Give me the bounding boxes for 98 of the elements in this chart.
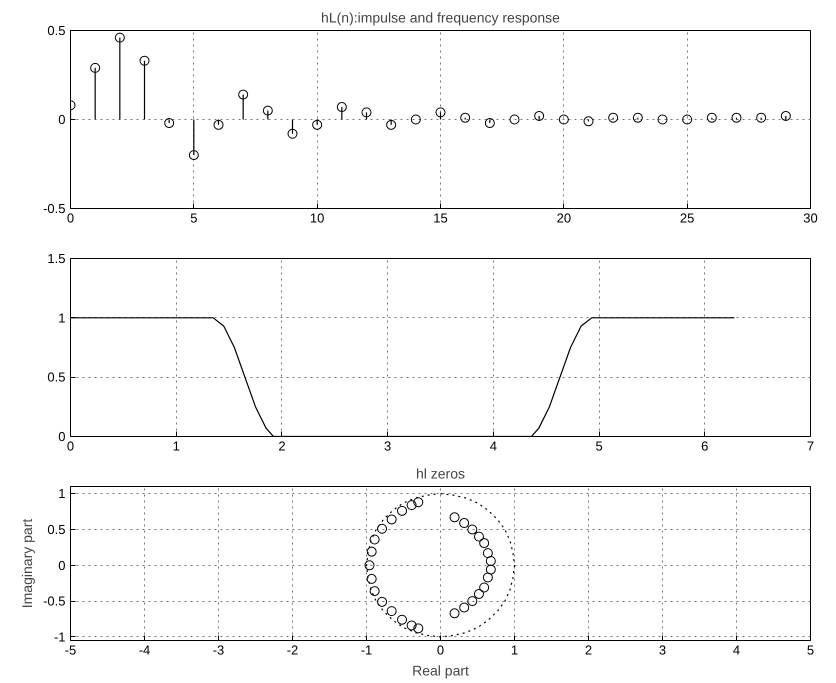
point <box>406 500 417 510</box>
point <box>534 110 544 121</box>
point <box>460 112 470 123</box>
point <box>732 112 742 123</box>
x-tick-label: 1 <box>172 438 180 454</box>
x-tick-label: 2 <box>584 642 592 658</box>
x-tick-label: 7 <box>806 438 814 454</box>
point <box>436 107 446 118</box>
y-tick-label: 0 <box>58 558 66 573</box>
x-tick-label: 5 <box>806 642 814 658</box>
point <box>288 128 298 139</box>
point <box>450 512 460 522</box>
point <box>386 514 397 524</box>
point <box>397 506 408 516</box>
point <box>459 602 470 613</box>
point <box>658 114 668 124</box>
point <box>397 614 408 625</box>
point <box>364 560 374 570</box>
x-tick-label: 1 <box>510 642 518 658</box>
point <box>474 532 484 542</box>
point <box>188 150 199 160</box>
x-axis-title: Real part <box>412 662 470 678</box>
point <box>366 546 377 557</box>
x-tick-label: 3 <box>384 438 392 454</box>
x-tick-label: 30 <box>803 210 818 226</box>
point <box>413 497 424 508</box>
point <box>482 548 493 558</box>
point <box>90 62 100 73</box>
point <box>467 524 478 534</box>
x-tick-label: 15 <box>433 210 448 226</box>
chart-title: hL(n):impulse and frequency response <box>321 10 560 26</box>
x-tick-label: 0 <box>436 642 444 658</box>
y-tick-label: 0 <box>58 429 66 444</box>
point <box>706 112 717 123</box>
point <box>406 620 417 630</box>
x-tick-label: 20 <box>556 210 572 226</box>
point <box>336 102 347 112</box>
point <box>377 596 388 607</box>
y-tick-label: 1 <box>58 486 66 502</box>
point <box>486 564 496 575</box>
point <box>756 112 766 123</box>
point <box>413 623 424 634</box>
y-tick-label: -0.5 <box>43 201 66 216</box>
point <box>410 114 421 124</box>
x-tick-label: 4 <box>490 438 497 454</box>
point <box>386 120 396 130</box>
point <box>486 556 496 566</box>
point <box>459 518 470 528</box>
point <box>312 120 322 130</box>
x-tick-label: 5 <box>595 438 603 454</box>
point <box>164 118 174 128</box>
point <box>467 596 478 606</box>
x-tick-label: 6 <box>701 438 708 454</box>
point <box>608 112 618 123</box>
x-tick-label: 2 <box>278 438 286 454</box>
point <box>366 574 377 584</box>
y-tick-label: 1 <box>58 310 66 326</box>
point <box>558 114 569 124</box>
point <box>510 114 520 124</box>
point <box>114 32 125 43</box>
y-tick-label: 0 <box>58 112 66 127</box>
point <box>386 606 397 616</box>
x-tick-label: -3 <box>212 642 224 658</box>
chart-title: hl zeros <box>416 466 466 482</box>
point <box>214 120 224 130</box>
point <box>450 608 460 618</box>
y-tick-label: 0.5 <box>47 23 66 38</box>
y-axis-title: Imaginary part <box>19 518 36 608</box>
x-tick-label: 10 <box>310 210 324 226</box>
x-tick-label: -4 <box>138 642 150 658</box>
x-tick-label: 5 <box>190 210 198 226</box>
point <box>262 106 273 116</box>
point <box>682 114 692 124</box>
point <box>370 586 380 596</box>
point <box>584 116 594 126</box>
point <box>362 107 372 118</box>
point <box>479 538 490 548</box>
point <box>238 90 248 100</box>
y-tick-label: 1.5 <box>47 251 66 266</box>
point <box>140 56 150 66</box>
point <box>482 572 493 582</box>
point <box>474 588 484 599</box>
point <box>484 118 495 128</box>
point <box>780 110 791 121</box>
point <box>479 582 490 592</box>
x-tick-label: 3 <box>658 642 666 658</box>
y-tick-label: -0.5 <box>43 594 66 609</box>
x-tick-label: -1 <box>360 642 372 658</box>
point <box>377 524 388 534</box>
y-tick-label: 0.5 <box>47 522 66 537</box>
x-tick-label: 4 <box>732 642 740 658</box>
x-tick-label: 25 <box>680 210 694 226</box>
point <box>632 112 643 123</box>
y-tick-label: -1 <box>54 629 66 644</box>
point <box>370 534 380 544</box>
x-tick-label: -2 <box>286 642 298 658</box>
x-tick-label: -5 <box>64 642 76 658</box>
y-tick-label: 0.5 <box>47 370 66 385</box>
